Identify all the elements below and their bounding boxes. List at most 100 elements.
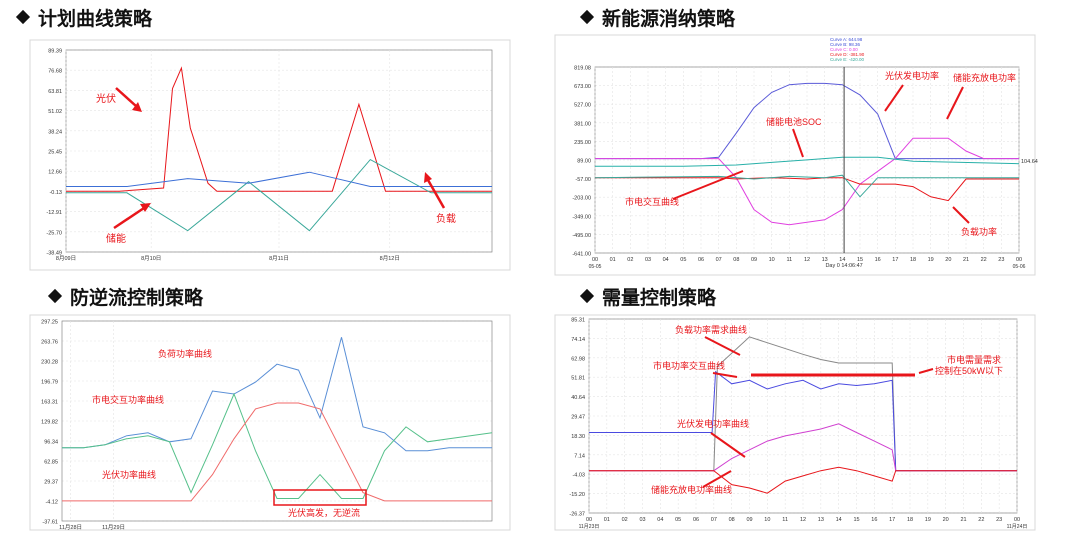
x-tick-label: 04 (657, 517, 663, 523)
x-sub-label: 05-05 (589, 264, 602, 270)
panel-title-plan-curve: 计划曲线策略 (15, 4, 152, 31)
y-tick-label: -25.70 (46, 230, 62, 236)
series-line (589, 466, 1017, 494)
annotation-pv-curve: 光伏功率曲线 (102, 469, 156, 480)
x-tick-label: 13 (818, 517, 824, 523)
y-tick-label: 230.28 (41, 360, 58, 366)
y-tick-label: 163.31 (41, 400, 58, 406)
x-tick-label: 02 (627, 257, 633, 263)
x-tick-label: 11月28日 (59, 524, 82, 531)
y-tick-label: 96.34 (44, 440, 58, 446)
y-tick-label: 25.45 (48, 150, 62, 156)
chart-border (554, 314, 1036, 531)
chart-plan-curve: 89.39 76.68 63.81 51.02 38.24 25.45 12.66 -0.13… (29, 39, 511, 271)
arrow-pv-power (884, 84, 904, 112)
x-tick-label: 11月29日 (102, 524, 125, 531)
series-line (66, 158, 492, 232)
y-tick-label: -203.00 (572, 196, 591, 202)
y-tick-label: 527.00 (574, 103, 591, 109)
x-tick-label: 08 (729, 517, 735, 523)
annotation-grid-exchange: 市电功率交互曲线 (653, 360, 725, 371)
y-tick-label: -349.00 (572, 214, 591, 220)
x-sub-label: 11月24日 (1007, 524, 1028, 530)
series-lines (589, 336, 1017, 494)
annotation-storage-power: 储能充放电功率 (953, 72, 1016, 83)
series-line (589, 370, 1017, 472)
x-tick-label: 23 (998, 257, 1004, 263)
series-line (594, 174, 1019, 198)
x-tick-label: 8月11日 (269, 255, 289, 262)
y-tick-label: -26.37 (569, 512, 585, 518)
x-tick-label: 09 (746, 517, 752, 523)
y-tick-label: 381.00 (574, 121, 591, 127)
series-line (66, 171, 492, 187)
arrowhead-pv (132, 102, 142, 112)
y-tick-label: 74.14 (571, 337, 585, 343)
arrow-load-demand (704, 336, 741, 356)
y-tick-labels: 89.39 76.68 63.81 51.02 38.24 25.45 12.66 -0.13… (46, 49, 62, 257)
y-tick-label: -4.03 (572, 473, 585, 479)
legend-entry: Curve A: 644.98 (830, 37, 863, 42)
x-tick-label: 07 (716, 257, 722, 263)
gridlines (588, 318, 1018, 514)
y-tick-label: -495.00 (572, 233, 591, 239)
series-line (589, 423, 1017, 472)
series-lines (594, 67, 1020, 253)
y-tick-label: -641.00 (572, 252, 591, 258)
series-line (66, 66, 492, 192)
arrow-pv (115, 87, 137, 107)
chart-border (29, 39, 511, 271)
diamond-bullet-icon (15, 9, 31, 25)
annotation-grid: 市电交互曲线 (625, 196, 679, 207)
y-tick-label: 12.66 (48, 170, 62, 176)
x-tick-label: 03 (645, 257, 651, 263)
arrow-storage-power (946, 86, 964, 120)
gridlines (594, 66, 1020, 254)
x-tick-label: 11 (786, 257, 792, 263)
x-tick-label: 00 (586, 517, 592, 523)
series-line (595, 156, 1020, 167)
x-tick-label: 8月10日 (141, 255, 161, 262)
chart-renewable: 819.08 673.00 527.00 381.00 235.00 89.00 -57.0… (554, 34, 1038, 276)
x-tick-label: 08 (733, 257, 739, 263)
y-tick-label: 51.02 (48, 109, 62, 115)
y-tick-label: 85.31 (571, 318, 585, 324)
annotation-load-demand: 负载功率需求曲线 (675, 324, 747, 335)
arrow-grid (672, 170, 744, 200)
legend-entry: Curve D: -381.90 (830, 52, 865, 57)
plot-area (61, 320, 493, 522)
y-tick-label: 62.85 (44, 460, 58, 466)
x-tick-label: 14 (839, 257, 845, 263)
x-tick-label: 02 (622, 517, 628, 523)
y-tick-label: 819.08 (574, 66, 591, 72)
x-tick-label: 19 (928, 257, 934, 263)
x-tick-label: 18 (907, 517, 913, 523)
x-tick-label: 07 (711, 517, 717, 523)
arrow-load (426, 179, 446, 209)
x-tick-label: 20 (943, 517, 949, 523)
y-tick-label: 18.30 (571, 434, 585, 440)
chart-border (554, 34, 1036, 276)
y-tick-label: 297.25 (41, 320, 58, 326)
arrow-grid-exchange (712, 372, 738, 378)
annotation-storage-curve: 储能充放电功率曲线 (651, 484, 732, 495)
arrow-demand (918, 368, 934, 374)
legend-entry: Curve E: -420.00 (830, 57, 865, 62)
y-tick-label: 62.98 (571, 356, 585, 362)
x-tick-label: 06 (693, 517, 699, 523)
y-tick-labels: 85.31 74.14 62.98 51.81 40.64 29.47 18.30 7.14 -… (569, 318, 585, 518)
series-line (595, 137, 1019, 226)
diamond-bullet-icon (579, 288, 595, 304)
annotations: 负载功率需求曲线 市电功率交互曲线 光伏发电功率曲线 储能充放电功率曲线 市电需… (651, 324, 1003, 495)
series-line (62, 402, 492, 502)
x-tick-label: 19 (925, 517, 931, 523)
annotation-load-power: 负载功率 (961, 226, 997, 237)
chart-border (29, 314, 511, 531)
x-tick-label: 8月12日 (380, 255, 400, 262)
annotation-storage: 储能 (106, 232, 126, 245)
x-tick-label: 17 (889, 517, 895, 523)
x-tick-labels: 00 01 02 03 04 05 06 07 08 09 10 11 12 13 14 15 16 17 18 19… (589, 159, 1038, 270)
y-tick-label: 38.24 (48, 129, 62, 135)
x-tick-label: 22 (978, 517, 984, 523)
